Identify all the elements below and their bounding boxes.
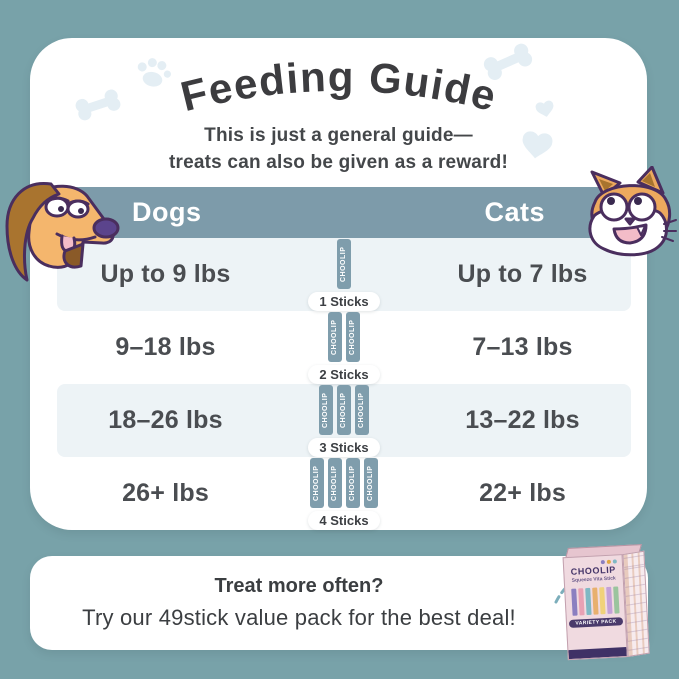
- box-sticks: [570, 586, 620, 616]
- sticks-group: CHOOLIP: [337, 238, 351, 289]
- treat-stick: CHOOLIP: [337, 238, 351, 289]
- treat-stick: CHOOLIP: [346, 311, 360, 362]
- treat-stick: CHOOLIP: [319, 384, 333, 435]
- cat-weight: 13–22 lbs: [465, 406, 580, 434]
- feeding-guide-card: Feeding Guide This is just a general gui…: [30, 38, 647, 530]
- product-subtitle: Squeeze Vita Stick: [571, 575, 616, 584]
- sticks-count-label: 2 Sticks: [308, 364, 380, 384]
- species-header-band: Dogs Cats: [30, 187, 647, 238]
- feeding-rows: Up to 9 lbs CHOOLIP 1 Sticks Up to 7 lbs…: [57, 238, 631, 530]
- feeding-row: 9–18 lbs CHOOLIP CHOOLIP 2 Sticks 7–13 lb…: [57, 311, 631, 384]
- cats-column-header: Cats: [484, 197, 545, 227]
- cat-weight: 22+ lbs: [479, 479, 566, 507]
- dog-weight: 9–18 lbs: [115, 333, 216, 361]
- dog-illustration: [5, 182, 120, 282]
- bone-icon: [75, 89, 121, 121]
- subtitle: This is just a general guide— treats can…: [30, 122, 647, 176]
- promo-text: Try our 49stick value pack for the best …: [82, 605, 516, 630]
- cat-weight: Up to 7 lbs: [457, 260, 588, 288]
- treat-stick: CHOOLIP: [310, 457, 324, 508]
- cat-illustration: [588, 166, 677, 257]
- product-box: CHOOLIP Squeeze Vita Stick VARIETY PACK: [562, 544, 652, 662]
- bone-icon: [483, 43, 533, 80]
- sticks-count-label: 3 Sticks: [308, 437, 380, 457]
- sticks-group: CHOOLIP CHOOLIP: [328, 311, 360, 362]
- dog-weight: Up to 9 lbs: [100, 260, 231, 288]
- svg-text:Feeding Guide: Feeding Guide: [176, 53, 502, 120]
- page-title: Feeding Guide: [171, 48, 504, 124]
- sticks-group: CHOOLIP CHOOLIP CHOOLIP: [319, 384, 369, 435]
- cat-weight: 7–13 lbs: [472, 333, 573, 361]
- sticks-count-label: 4 Sticks: [308, 510, 380, 530]
- dogs-column-header: Dogs: [132, 197, 202, 227]
- sticks-cell: CHOOLIP 1 Sticks: [274, 238, 414, 311]
- sticks-count-label: 1 Sticks: [308, 291, 380, 311]
- product-box-front: CHOOLIP Squeeze Vita Stick VARIETY PACK: [562, 554, 628, 661]
- feeding-row: Up to 9 lbs CHOOLIP 1 Sticks Up to 7 lbs: [57, 238, 631, 311]
- sticks-cell: CHOOLIP CHOOLIP 2 Sticks: [274, 311, 414, 384]
- box-base: [568, 647, 627, 660]
- treat-stick: CHOOLIP: [337, 384, 351, 435]
- heart-icon: [522, 131, 553, 159]
- variety-pack-banner: VARIETY PACK: [569, 617, 623, 628]
- treat-stick: CHOOLIP: [346, 457, 360, 508]
- treat-stick: CHOOLIP: [364, 457, 378, 508]
- sticks-cell: CHOOLIP CHOOLIP CHOOLIP 3 Sticks: [274, 384, 414, 457]
- feeding-row: 26+ lbs CHOOLIP CHOOLIP CHOOLIP CHOOLIP 4 S…: [57, 457, 631, 530]
- heart-icon: [535, 100, 554, 117]
- treat-stick: CHOOLIP: [328, 457, 342, 508]
- dog-weight: 18–26 lbs: [108, 406, 223, 434]
- promo-heading: Treat more often?: [214, 575, 384, 597]
- treat-stick: CHOOLIP: [328, 311, 342, 362]
- treat-stick: CHOOLIP: [355, 384, 369, 435]
- subtitle-line-2: treats can also be given as a reward!: [169, 152, 508, 173]
- dog-weight: 26+ lbs: [122, 479, 209, 507]
- promo-card: Treat more often? Try our 49stick value …: [30, 556, 648, 650]
- sticks-cell: CHOOLIP CHOOLIP CHOOLIP CHOOLIP 4 Sticks: [274, 457, 414, 530]
- subtitle-line-1: This is just a general guide—: [204, 125, 473, 146]
- feeding-row: 18–26 lbs CHOOLIP CHOOLIP CHOOLIP 3 Sticks…: [57, 384, 631, 457]
- paw-icon: [137, 58, 171, 87]
- sticks-group: CHOOLIP CHOOLIP CHOOLIP CHOOLIP: [310, 457, 378, 508]
